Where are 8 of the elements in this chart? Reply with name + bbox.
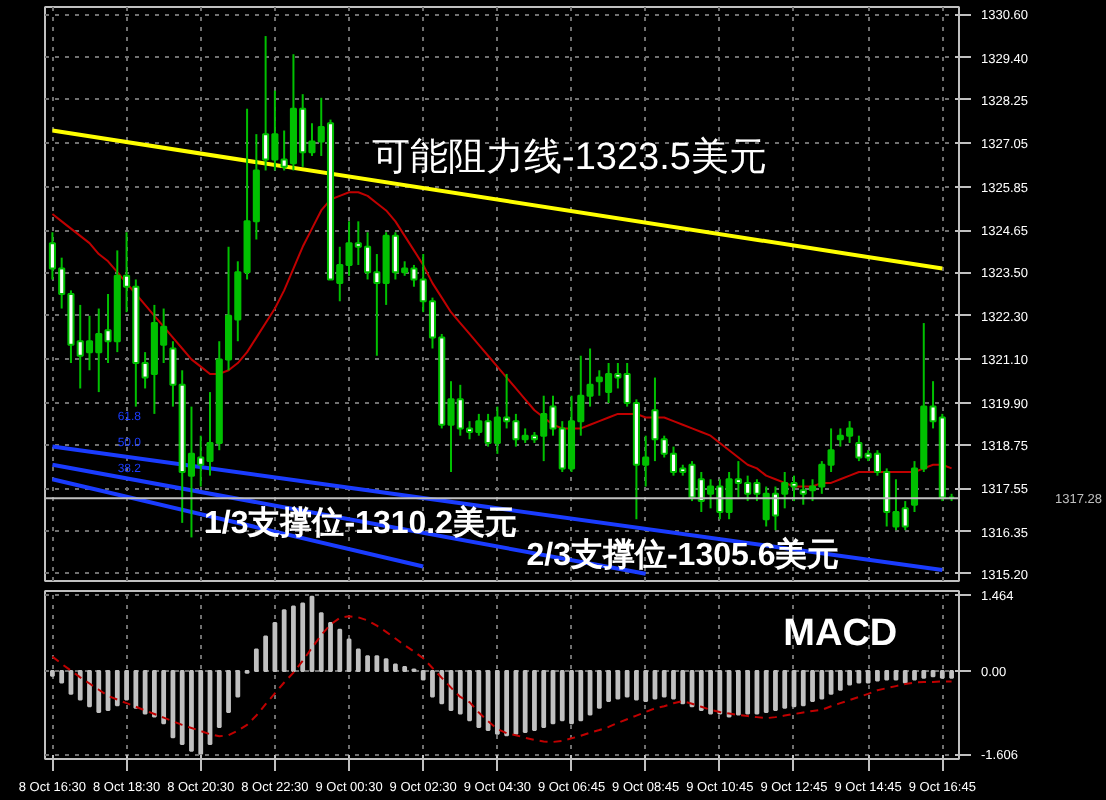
candlestick [567,394,576,474]
candlestick [669,445,678,477]
candlestick [262,35,270,172]
candlestick [771,485,780,532]
candlestick [85,314,94,372]
annotation: 可能阻力线-1323.5美元 [372,135,767,180]
text: MACD [783,612,898,655]
line-series [51,615,953,743]
